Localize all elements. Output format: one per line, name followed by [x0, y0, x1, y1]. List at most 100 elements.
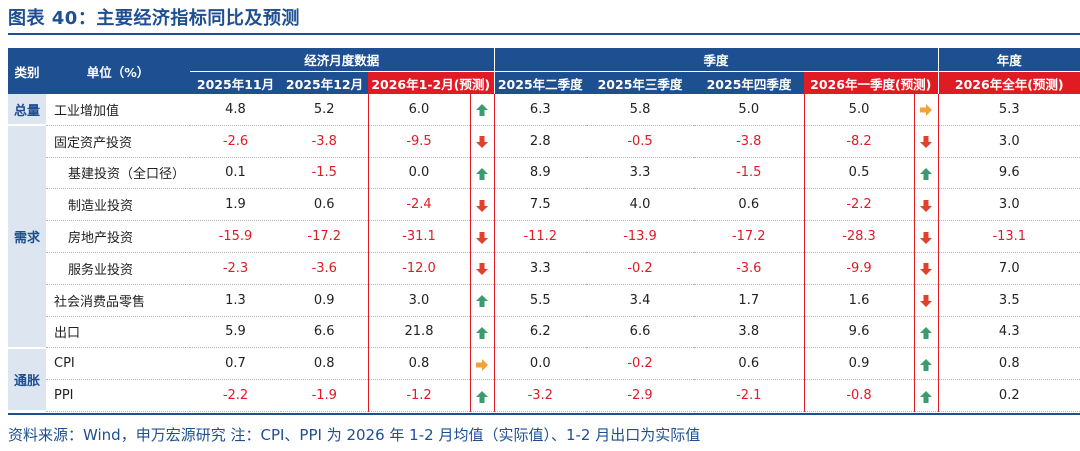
value-cell: 7.5: [493, 188, 587, 222]
value-cell: 5.0: [803, 94, 915, 126]
value-cell: 4.8: [190, 94, 281, 126]
down-arrow-icon: [469, 252, 495, 285]
value-cell: 7.0: [937, 252, 1080, 285]
value-cell: -11.2: [493, 220, 587, 253]
value-cell: -12.0: [367, 252, 471, 285]
value-cell: 0.0: [493, 347, 587, 381]
table-row: 社会消费品零售 1.3 0.9 3.0 5.5 3.4 1.7 1.6 3.5: [8, 284, 1080, 317]
value-cell: 3.4: [586, 284, 695, 317]
bottom-divider: [8, 413, 1080, 415]
value-cell: -0.2: [586, 347, 695, 381]
col-2026-1-2-forecast: 2026年1-2月(预测): [368, 71, 495, 94]
value-cell: -1.9: [281, 379, 368, 412]
value-cell: 1.9: [190, 188, 281, 222]
row-label: 固定资产投资: [46, 125, 190, 158]
header-quarterly: 季度: [493, 48, 939, 72]
value-cell: 6.0: [367, 94, 471, 126]
value-cell: 5.9: [190, 316, 281, 349]
up-arrow-icon: [469, 284, 495, 317]
up-arrow-icon: [469, 379, 495, 412]
value-cell: 0.8: [281, 347, 368, 381]
value-cell: 3.0: [937, 125, 1080, 158]
value-cell: 6.6: [281, 316, 368, 349]
value-cell: 0.0: [367, 157, 471, 190]
row-label: 基建投资（全口径）: [46, 157, 190, 190]
value-cell: 3.3: [493, 252, 587, 285]
up-arrow-icon: [913, 379, 939, 412]
value-cell: 0.9: [281, 284, 368, 317]
value-cell: -17.2: [694, 220, 805, 253]
value-cell: 1.7: [694, 284, 805, 317]
table-row: 服务业投资 -2.3 -3.6 -12.0 3.3 -0.2 -3.6 -9.9 7.0: [8, 252, 1080, 285]
col-2026-annual-forecast: 2026年全年(预测): [937, 71, 1080, 94]
value-cell: 1.6: [803, 284, 915, 317]
table-row: PPI -2.2 -1.9 -1.2 -3.2 -2.9 -2.1 -0.8 0.2: [8, 379, 1080, 412]
value-cell: 0.8: [937, 347, 1080, 381]
table-row: 基建投资（全口径） 0.1 -1.5 0.0 8.9 3.3 -1.5 0.5 9.6: [8, 157, 1080, 190]
value-cell: -3.8: [694, 125, 805, 158]
value-cell: 6.2: [493, 316, 587, 349]
value-cell: -3.6: [694, 252, 805, 285]
header-category: 类别: [8, 48, 46, 94]
page-title: 图表 40：主要经济指标同比及预测: [8, 8, 300, 29]
value-cell: -15.9: [190, 220, 281, 253]
value-cell: 4.0: [586, 188, 695, 222]
value-cell: 5.8: [586, 94, 695, 126]
value-cell: -3.6: [281, 252, 368, 285]
row-label: 制造业投资: [46, 188, 190, 222]
col-2025-q2: 2025年二季度: [493, 71, 587, 94]
value-cell: 3.0: [367, 284, 471, 317]
value-cell: -2.4: [367, 188, 471, 222]
value-cell: -0.5: [586, 125, 695, 158]
value-cell: -0.8: [803, 379, 915, 412]
right-arrow-icon: [469, 347, 495, 381]
value-cell: -0.2: [586, 252, 695, 285]
header-unit: 单位（%）: [46, 48, 190, 94]
value-cell: -1.2: [367, 379, 471, 412]
down-arrow-icon: [469, 220, 495, 253]
value-cell: -3.8: [281, 125, 368, 158]
value-cell: 21.8: [367, 316, 471, 349]
row-label: 工业增加值: [46, 94, 190, 126]
value-cell: 9.6: [937, 157, 1080, 190]
down-arrow-icon: [469, 125, 495, 158]
value-cell: 5.5: [493, 284, 587, 317]
col-2025-q4: 2025年四季度: [694, 71, 805, 94]
value-cell: -2.3: [190, 252, 281, 285]
header-annual: 年度: [937, 48, 1080, 72]
col-2025-q3: 2025年三季度: [586, 71, 695, 94]
down-arrow-icon: [913, 188, 939, 222]
right-arrow-icon: [913, 94, 939, 126]
up-arrow-icon: [469, 316, 495, 349]
up-arrow-icon: [913, 157, 939, 190]
value-cell: -2.2: [190, 379, 281, 412]
table-row: 通胀 CPI 0.7 0.8 0.8 0.0 -0.2 0.6 0.9 0.8: [8, 347, 1080, 413]
value-cell: -2.6: [190, 125, 281, 158]
value-cell: -3.2: [493, 379, 587, 412]
value-cell: 0.6: [281, 188, 368, 222]
value-cell: -9.5: [367, 125, 471, 158]
value-cell: 0.9: [803, 347, 915, 381]
title-divider: [8, 33, 1080, 35]
down-arrow-icon: [913, 284, 939, 317]
value-cell: 0.1: [190, 157, 281, 190]
down-arrow-icon: [469, 188, 495, 222]
value-cell: -17.2: [281, 220, 368, 253]
value-cell: 4.3: [937, 316, 1080, 349]
table-row: 房地产投资 -15.9 -17.2 -31.1 -11.2 -13.9 -17.2 -28.3…: [8, 220, 1080, 253]
value-cell: 3.5: [937, 284, 1080, 317]
row-label: 社会消费品零售: [46, 284, 190, 317]
value-cell: -2.9: [586, 379, 695, 412]
value-cell: 3.0: [937, 188, 1080, 222]
down-arrow-icon: [913, 252, 939, 285]
value-cell: 0.6: [694, 347, 805, 381]
header-monthly: 经济月度数据: [190, 48, 495, 72]
value-cell: -1.5: [281, 157, 368, 190]
value-cell: -2.1: [694, 379, 805, 412]
value-cell: -8.2: [803, 125, 915, 158]
value-cell: 0.8: [367, 347, 471, 381]
value-cell: 5.3: [937, 94, 1080, 126]
col-2025-11: 2025年11月: [190, 71, 281, 94]
value-cell: -13.1: [937, 220, 1080, 253]
value-cell: 3.3: [586, 157, 695, 190]
